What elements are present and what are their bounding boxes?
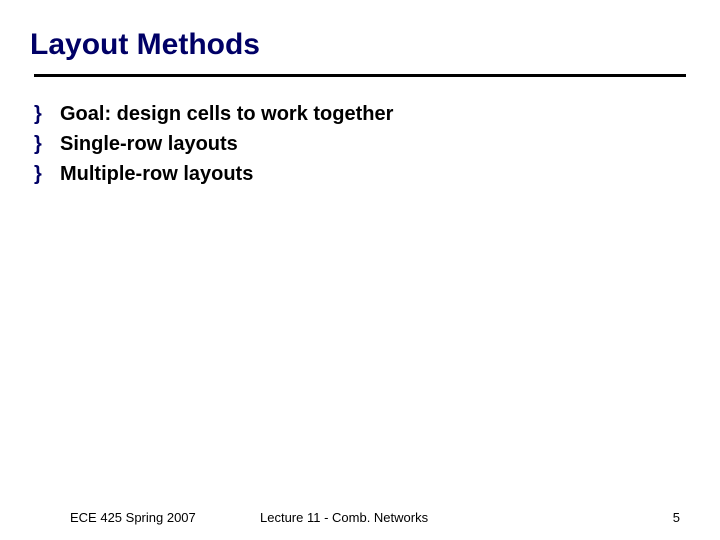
bullet-icon: } bbox=[34, 161, 60, 187]
slide-title: Layout Methods bbox=[30, 28, 720, 62]
bullet-item: } Multiple-row layouts bbox=[34, 161, 720, 187]
bullet-text: Single-row layouts bbox=[60, 131, 238, 157]
title-wrap: Layout Methods bbox=[0, 0, 720, 62]
slide: Layout Methods } Goal: design cells to w… bbox=[0, 0, 720, 540]
bullet-item: } Goal: design cells to work together bbox=[34, 101, 720, 127]
bullet-icon: } bbox=[34, 101, 60, 127]
bullet-icon: } bbox=[34, 131, 60, 157]
bullet-list: } Goal: design cells to work together } … bbox=[0, 77, 720, 187]
bullet-text: Goal: design cells to work together bbox=[60, 101, 393, 127]
bullet-text: Multiple-row layouts bbox=[60, 161, 253, 187]
footer-page-number: 5 bbox=[673, 510, 680, 525]
footer-left: ECE 425 Spring 2007 bbox=[70, 510, 196, 525]
footer-center: Lecture 11 - Comb. Networks bbox=[260, 510, 428, 525]
bullet-item: } Single-row layouts bbox=[34, 131, 720, 157]
